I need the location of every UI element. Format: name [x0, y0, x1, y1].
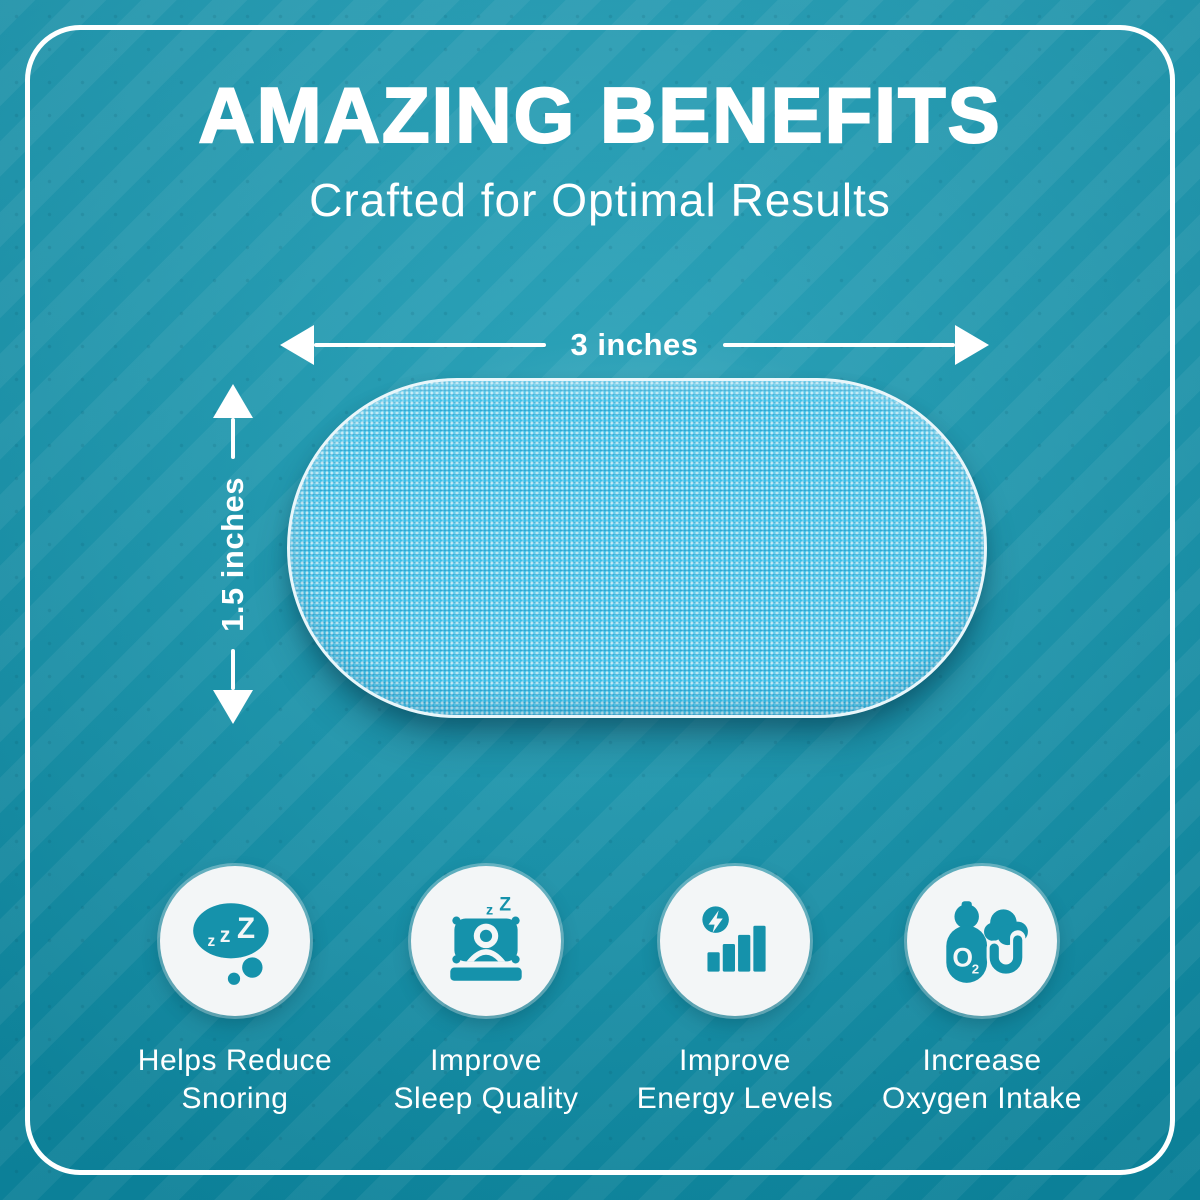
- svg-text:z: z: [220, 923, 231, 947]
- icon-circle: O 2: [907, 866, 1057, 1016]
- page-subtitle: Crafted for Optimal Results: [309, 174, 891, 226]
- width-dimension-annotation: 3 inches: [280, 323, 989, 367]
- dimension-line: [231, 418, 235, 459]
- svg-text:z: z: [486, 902, 493, 918]
- dimension-line: [314, 343, 547, 347]
- icon-circle: [660, 866, 810, 1016]
- header: AMAZING BENEFITS Crafted for Optimal Res…: [0, 70, 1200, 227]
- svg-text:2: 2: [972, 962, 979, 977]
- arrow-down-icon: [213, 690, 253, 725]
- dimension-line: [722, 343, 955, 347]
- benefit-increase-oxygen-intake: O 2 Increase Oxygen Intake: [862, 866, 1102, 1118]
- benefit-label: Helps Reduce Snoring: [137, 1044, 333, 1115]
- icon-circle: z Z: [411, 866, 561, 1016]
- height-dimension-annotation: 1.5 inches: [195, 384, 271, 725]
- product-patch-image: [287, 378, 987, 718]
- arrow-right-icon: [955, 325, 989, 365]
- benefit-improve-energy-levels: Improve Energy Levels: [615, 866, 855, 1118]
- benefit-label: Increase Oxygen Intake: [882, 1044, 1082, 1115]
- svg-text:Z: Z: [237, 912, 255, 945]
- benefit-label: Improve Energy Levels: [636, 1044, 834, 1115]
- benefit-helps-reduce-snoring: z z Z Helps Reduce Snoring: [115, 866, 355, 1118]
- svg-text:z: z: [207, 933, 215, 950]
- dimension-line: [231, 649, 235, 691]
- height-dimension-label: 1.5 inches: [215, 476, 250, 632]
- width-dimension-label: 3 inches: [570, 327, 699, 362]
- sleeping-person-pillow-icon: z Z: [450, 893, 522, 981]
- benefit-improve-sleep-quality: z Z Improve Sleep Quality: [366, 866, 606, 1118]
- oxygen-tank-lungs-icon: O 2: [946, 901, 1028, 983]
- energy-bars-lightning-icon: [702, 906, 766, 972]
- arrow-up-icon: [213, 384, 253, 418]
- icon-circle: z z Z: [160, 866, 310, 1016]
- svg-text:Z: Z: [499, 893, 511, 915]
- page-title: AMAZING BENEFITS: [197, 70, 1002, 160]
- benefit-label: Improve Sleep Quality: [393, 1044, 579, 1115]
- svg-text:O: O: [952, 943, 973, 973]
- arrow-left-icon: [280, 325, 314, 365]
- snoring-thought-bubble-icon: z z Z: [193, 903, 269, 985]
